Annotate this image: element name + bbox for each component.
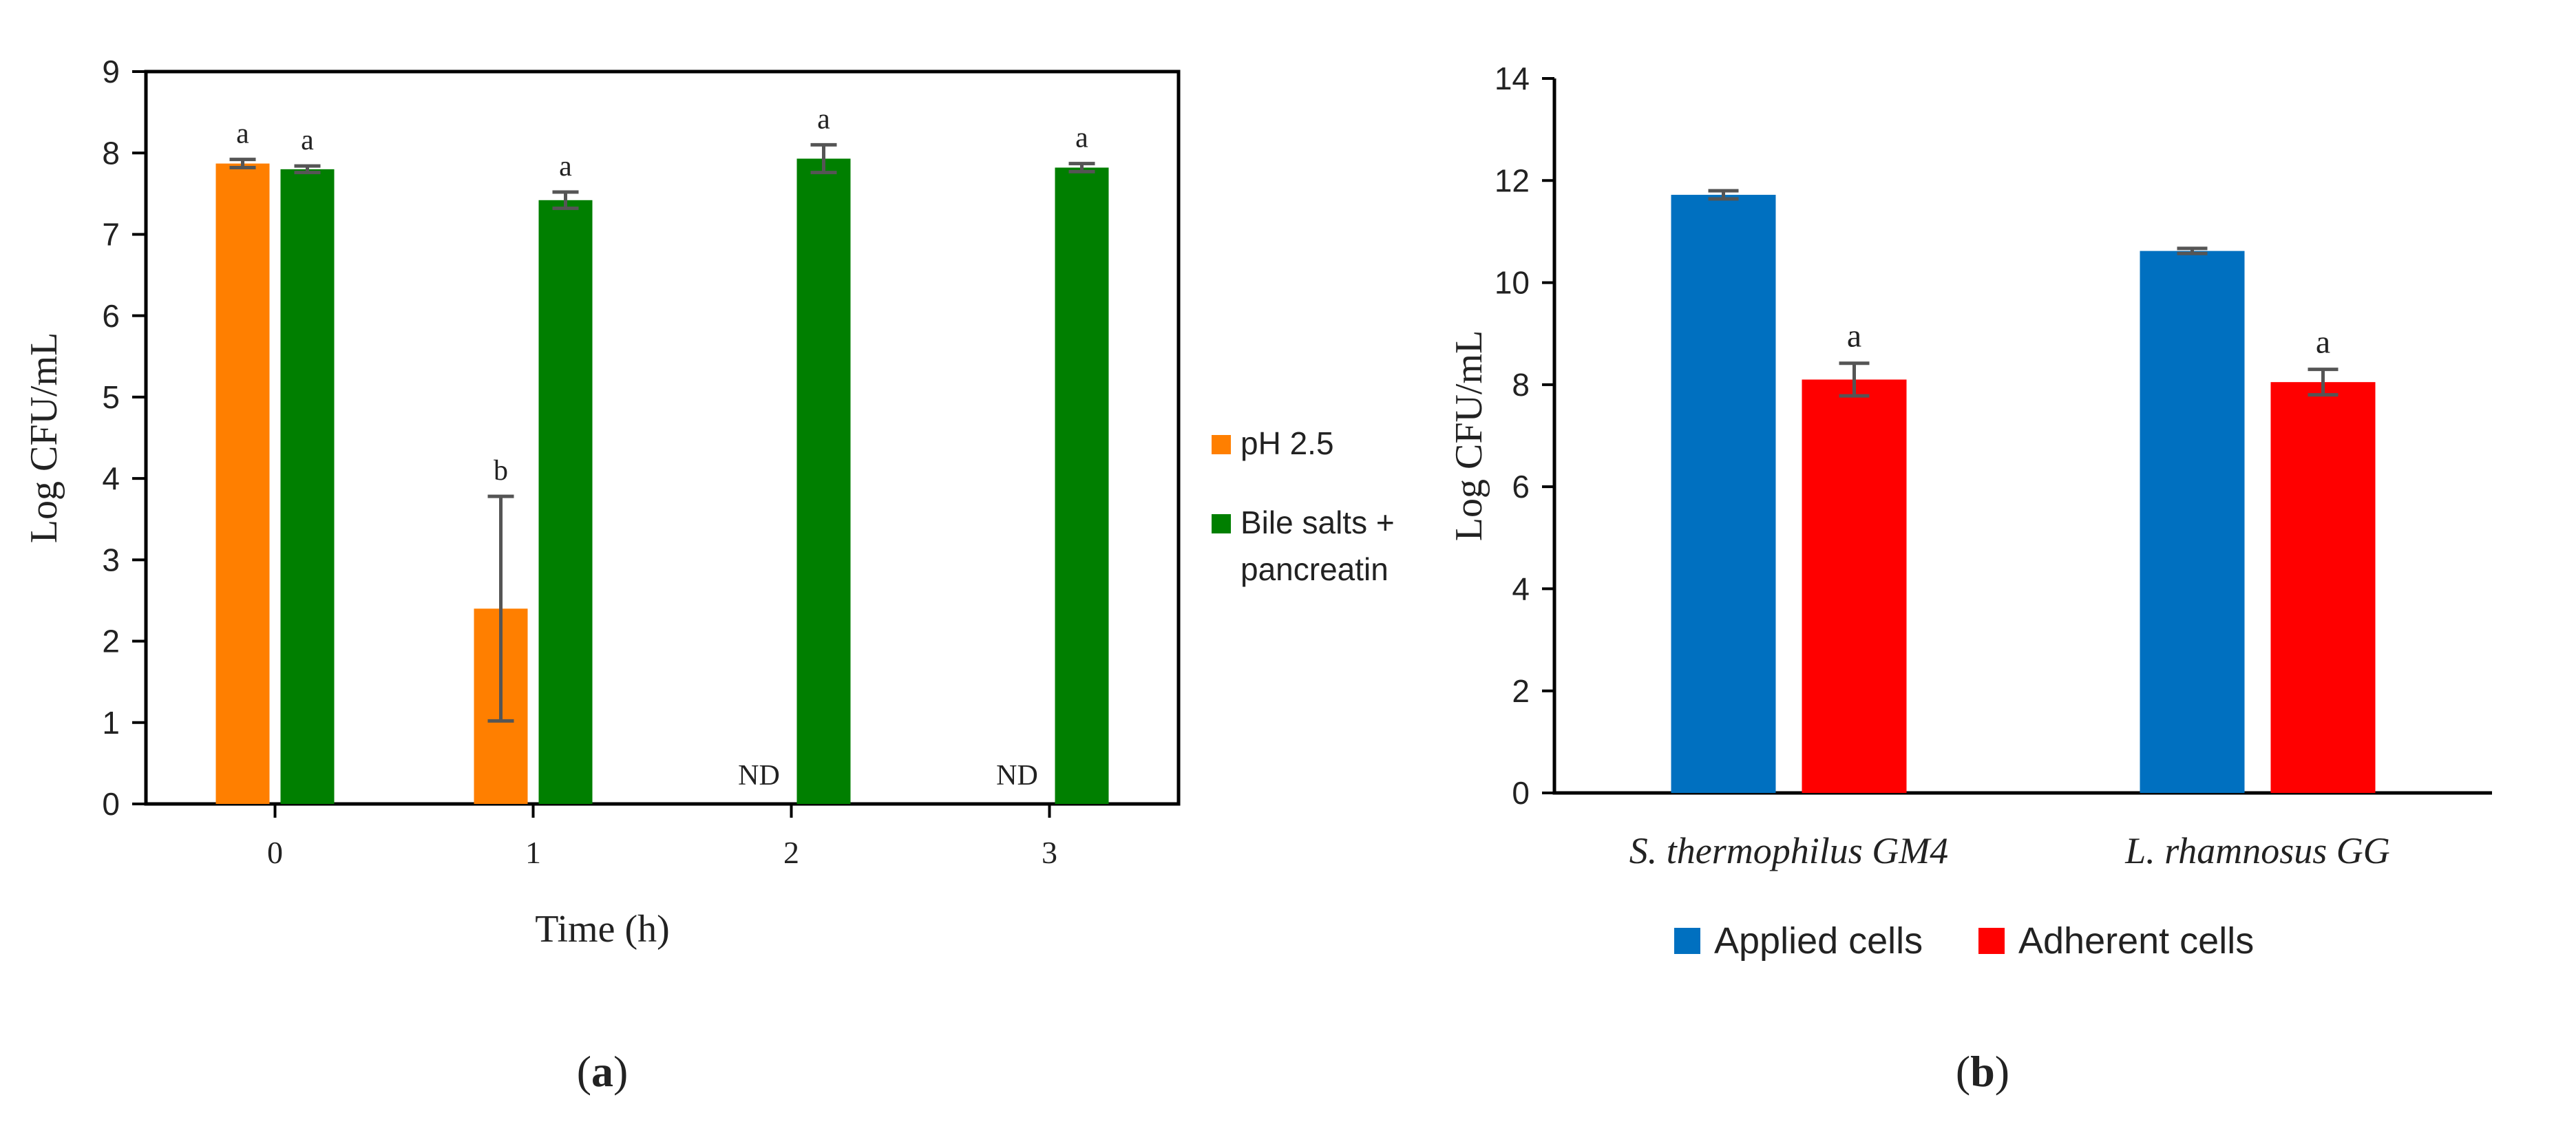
a-data-label: ND	[996, 760, 1038, 792]
panel-a-letter: a	[591, 1047, 613, 1096]
b-x-tick-label: L. rhamnosus GG	[2124, 830, 2390, 871]
a-data-label: a	[236, 118, 249, 150]
a-data-label: b	[494, 455, 508, 487]
panel-b: 0 2 4 6 8 10 12 14 S. thermophilus GM4 L. rhamno…	[1448, 61, 2492, 1096]
b-y-tick-label: 0	[1512, 775, 1530, 811]
a-x-tick-label: 3	[1042, 835, 1057, 870]
b-y-tick-label: 14	[1495, 61, 1530, 96]
panel-a: 0 1 2 3 4 5 6 7 8 9 0 1 2 3 a b ND ND a a a a Log CFU/mL Ti…	[23, 54, 1395, 1096]
panel-b-letter: b	[1970, 1047, 1995, 1096]
legend-label-bile-line-2: pancreatin	[1241, 551, 1389, 587]
panel-a-legend: pH 2.5 Bile salts + pancreatin	[1212, 425, 1395, 587]
legend-swatch-ph	[1212, 435, 1231, 454]
panel-b-x-axis: S. thermophilus GM4 L. rhamnosus GG	[1629, 830, 2390, 871]
legend-label-bile-line-1: Bile salts +	[1241, 505, 1395, 540]
a-x-tick-label: 2	[783, 835, 799, 870]
panel-a-label: (a)	[577, 1047, 629, 1096]
a-data-label: a	[559, 151, 572, 182]
b-bar-applied-cells-l-rhamnosus-gg	[2140, 251, 2245, 793]
panel-b-legend: Applied cells Adherent cells	[1674, 920, 2254, 962]
b-y-tick-label: 8	[1512, 367, 1530, 403]
legend-label-ph: pH 2.5	[1241, 425, 1334, 461]
a-y-tick-label: 3	[102, 542, 120, 577]
b-y-tick-label: 10	[1495, 265, 1530, 301]
a-y-tick-label: 1	[102, 705, 120, 741]
panel-b-y-axis-title: Log CFU/mL	[1448, 330, 1490, 541]
a-y-tick-label: 9	[102, 54, 120, 89]
b-y-tick-label: 2	[1512, 673, 1530, 709]
a-data-label: a	[817, 103, 830, 135]
legend-swatch-applied	[1674, 928, 1700, 954]
panel-a-bars	[215, 158, 1109, 805]
panel-b-y-axis: 0 2 4 6 8 10 12 14	[1495, 61, 1554, 811]
panel-a-x-axis-title: Time (h)	[535, 908, 670, 951]
b-bar-applied-cells-s-thermophilus-gm4	[1671, 195, 1776, 793]
a-x-tick-label: 1	[525, 835, 541, 870]
b-y-tick-label: 12	[1495, 162, 1530, 198]
panel-a-plot-frame	[144, 70, 1181, 806]
a-x-tick-label: 0	[267, 835, 283, 870]
a-y-tick-label: 8	[102, 135, 120, 171]
a-bar-bile-salts-pancreatin-3	[1055, 167, 1109, 805]
a-y-tick-label: 5	[102, 379, 120, 415]
panel-a-y-axis-title: Log CFU/mL	[23, 332, 65, 543]
b-y-tick-label: 6	[1512, 469, 1530, 505]
a-bar-bile-salts-pancreatin-0	[280, 169, 335, 804]
panel-a-x-axis: 0 1 2 3	[267, 804, 1057, 870]
b-data-label: a	[2316, 324, 2330, 361]
legend-label-adherent: Adherent cells	[2018, 920, 2254, 962]
a-bar-bile-salts-pancreatin-2	[796, 158, 851, 804]
a-data-label: a	[1075, 123, 1088, 154]
b-data-label: a	[1847, 318, 1861, 354]
b-y-tick-label: 4	[1512, 571, 1530, 607]
legend-label-applied: Applied cells	[1714, 920, 1923, 962]
a-bar-bile-salts-pancreatin-1	[538, 200, 593, 804]
a-y-tick-label: 2	[102, 624, 120, 659]
a-bar-ph-2-5-0	[215, 163, 270, 804]
panel-b-error-bars	[1708, 189, 2339, 398]
panel-a-error-bars	[229, 142, 1095, 723]
panel-a-data-labels: a b ND ND a a a a	[236, 103, 1088, 792]
b-bar-adherent-cells-s-thermophilus-gm4	[1802, 379, 1907, 793]
a-y-tick-label: 6	[102, 298, 120, 334]
b-bar-adherent-cells-l-rhamnosus-gg	[2270, 382, 2376, 793]
a-data-label: a	[301, 125, 314, 156]
legend-swatch-adherent	[1978, 928, 2005, 954]
a-y-tick-label: 7	[102, 217, 120, 253]
legend-swatch-bile	[1212, 514, 1231, 533]
panel-b-bars	[1671, 195, 2376, 793]
a-data-label: ND	[738, 760, 780, 792]
a-y-tick-label: 0	[102, 786, 120, 822]
panel-a-y-axis: 0 1 2 3 4 5 6 7 8 9	[102, 54, 146, 822]
panel-b-label: (b)	[1956, 1047, 2009, 1096]
a-y-tick-label: 4	[102, 460, 120, 496]
b-x-tick-label: S. thermophilus GM4	[1629, 830, 1948, 871]
